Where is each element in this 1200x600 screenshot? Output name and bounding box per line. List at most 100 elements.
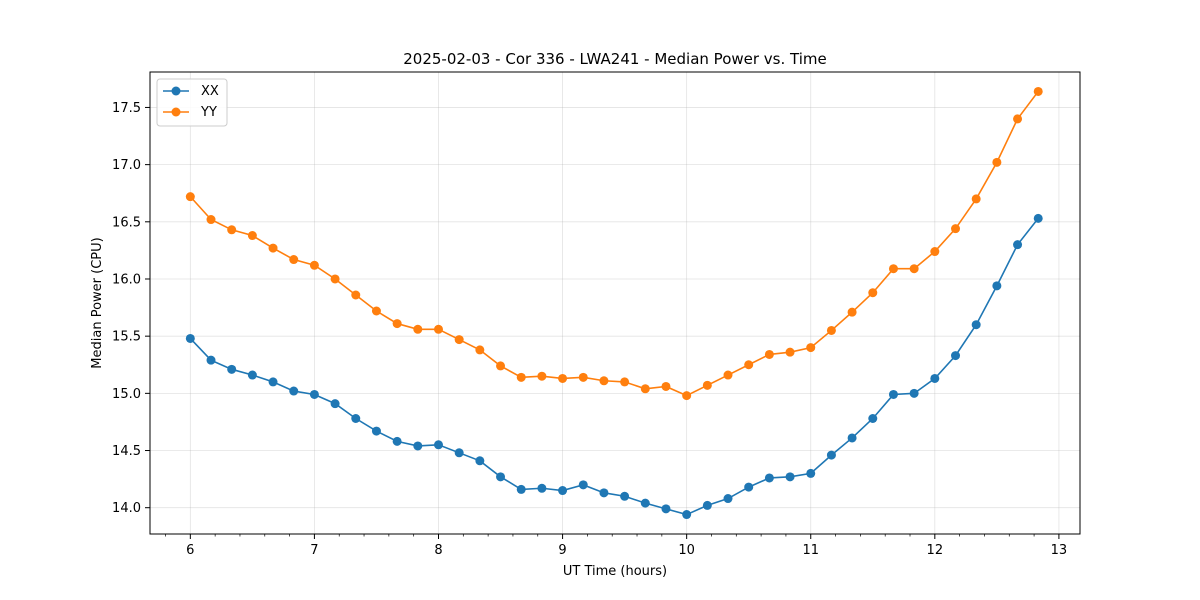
data-point-xx xyxy=(661,504,671,514)
data-point-yy xyxy=(992,157,1002,167)
data-point-yy xyxy=(454,335,464,345)
data-point-yy xyxy=(909,264,919,274)
data-point-xx xyxy=(620,491,630,501)
legend-marker-xx xyxy=(171,86,181,96)
data-point-yy xyxy=(413,324,423,334)
data-point-yy xyxy=(516,372,526,382)
data-point-yy xyxy=(888,264,898,274)
x-tick-label: 9 xyxy=(558,543,566,558)
data-point-xx xyxy=(1013,240,1023,250)
grid xyxy=(150,72,1080,534)
data-point-yy xyxy=(744,360,754,370)
data-point-xx xyxy=(185,333,195,343)
data-point-yy xyxy=(930,247,940,257)
data-point-xx xyxy=(971,320,981,330)
data-point-xx xyxy=(702,500,712,510)
data-point-xx xyxy=(206,355,216,365)
data-point-xx xyxy=(454,448,464,458)
x-tick-label: 12 xyxy=(927,543,944,558)
data-point-yy xyxy=(847,307,857,317)
data-point-xx xyxy=(744,482,754,492)
legend-label-yy: YY xyxy=(200,105,217,120)
data-point-xx xyxy=(992,281,1002,291)
data-point-yy xyxy=(351,290,361,300)
x-tick-label: 6 xyxy=(186,543,194,558)
data-point-xx xyxy=(826,450,836,460)
data-point-yy xyxy=(392,319,402,329)
data-point-yy xyxy=(247,231,257,241)
data-point-yy xyxy=(309,260,319,270)
data-point-yy xyxy=(433,324,443,334)
data-point-xx xyxy=(640,498,650,508)
data-point-xx xyxy=(268,377,278,387)
series-xx xyxy=(185,213,1043,520)
x-tick-label: 11 xyxy=(802,543,819,558)
data-point-xx xyxy=(475,456,485,466)
data-point-yy xyxy=(268,243,278,253)
data-point-yy xyxy=(330,274,340,284)
y-tick-label: 15.0 xyxy=(112,387,141,402)
data-point-xx xyxy=(1033,213,1043,223)
data-point-xx xyxy=(227,364,237,374)
legend-marker-yy xyxy=(171,107,181,117)
data-point-yy xyxy=(599,376,609,386)
data-point-yy xyxy=(371,306,381,316)
data-point-xx xyxy=(537,483,547,493)
data-point-yy xyxy=(227,225,237,235)
series-yy xyxy=(185,86,1043,401)
legend: XX YY xyxy=(156,78,228,127)
plot-frame xyxy=(149,71,1081,535)
chart-title: 2025-02-03 - Cor 336 - LWA241 - Median P… xyxy=(403,50,827,68)
data-point-yy xyxy=(620,377,630,387)
data-point-xx xyxy=(309,389,319,399)
data-point-yy xyxy=(475,345,485,355)
data-point-yy xyxy=(702,380,712,390)
x-tick-label: 7 xyxy=(310,543,318,558)
data-point-yy xyxy=(764,349,774,359)
series-layer xyxy=(185,86,1043,520)
ticks: 6 7 8 9 10 11 12 13 14.0 14.5 15.0 15.5 16.0 16.5 17.0… xyxy=(112,101,1067,558)
data-point-yy xyxy=(826,325,836,335)
series-line-yy xyxy=(189,90,1039,397)
data-point-xx xyxy=(888,389,898,399)
y-axis-label: Median Power (CPU) xyxy=(90,237,105,368)
data-point-yy xyxy=(496,361,506,371)
data-point-yy xyxy=(1033,86,1043,96)
data-point-yy xyxy=(951,224,961,234)
data-point-xx xyxy=(806,468,816,478)
data-point-xx xyxy=(951,351,961,361)
data-point-xx xyxy=(351,414,361,423)
data-point-yy xyxy=(185,192,195,202)
x-tick-label: 8 xyxy=(434,543,442,558)
x-tick-label: 10 xyxy=(678,543,695,558)
data-point-yy xyxy=(868,288,878,298)
data-point-yy xyxy=(971,194,981,204)
data-point-yy xyxy=(206,215,216,225)
data-point-xx xyxy=(578,480,588,490)
data-point-xx xyxy=(371,426,381,436)
legend-item-yy: YY xyxy=(163,105,217,120)
data-point-xx xyxy=(330,399,340,409)
y-tick-label: 16.0 xyxy=(112,272,141,287)
data-point-xx xyxy=(868,414,878,423)
x-tick-label: 13 xyxy=(1051,543,1068,558)
data-point-xx xyxy=(433,440,443,450)
data-point-yy xyxy=(785,347,795,357)
data-point-xx xyxy=(785,472,795,482)
data-point-yy xyxy=(806,343,816,353)
data-point-xx xyxy=(516,484,526,494)
data-point-xx xyxy=(764,473,774,483)
data-point-yy xyxy=(537,371,547,381)
data-point-yy xyxy=(723,370,733,380)
data-point-yy xyxy=(289,255,299,265)
data-point-xx xyxy=(723,494,733,504)
y-tick-label: 14.0 xyxy=(112,501,141,516)
y-tick-label: 14.5 xyxy=(112,444,141,459)
legend-label-xx: XX xyxy=(201,84,219,99)
data-point-yy xyxy=(661,381,671,391)
data-point-yy xyxy=(640,384,650,394)
y-tick-label: 16.5 xyxy=(112,215,141,230)
data-point-yy xyxy=(558,373,568,383)
data-point-xx xyxy=(289,386,299,396)
y-tick-label: 17.0 xyxy=(112,158,141,173)
